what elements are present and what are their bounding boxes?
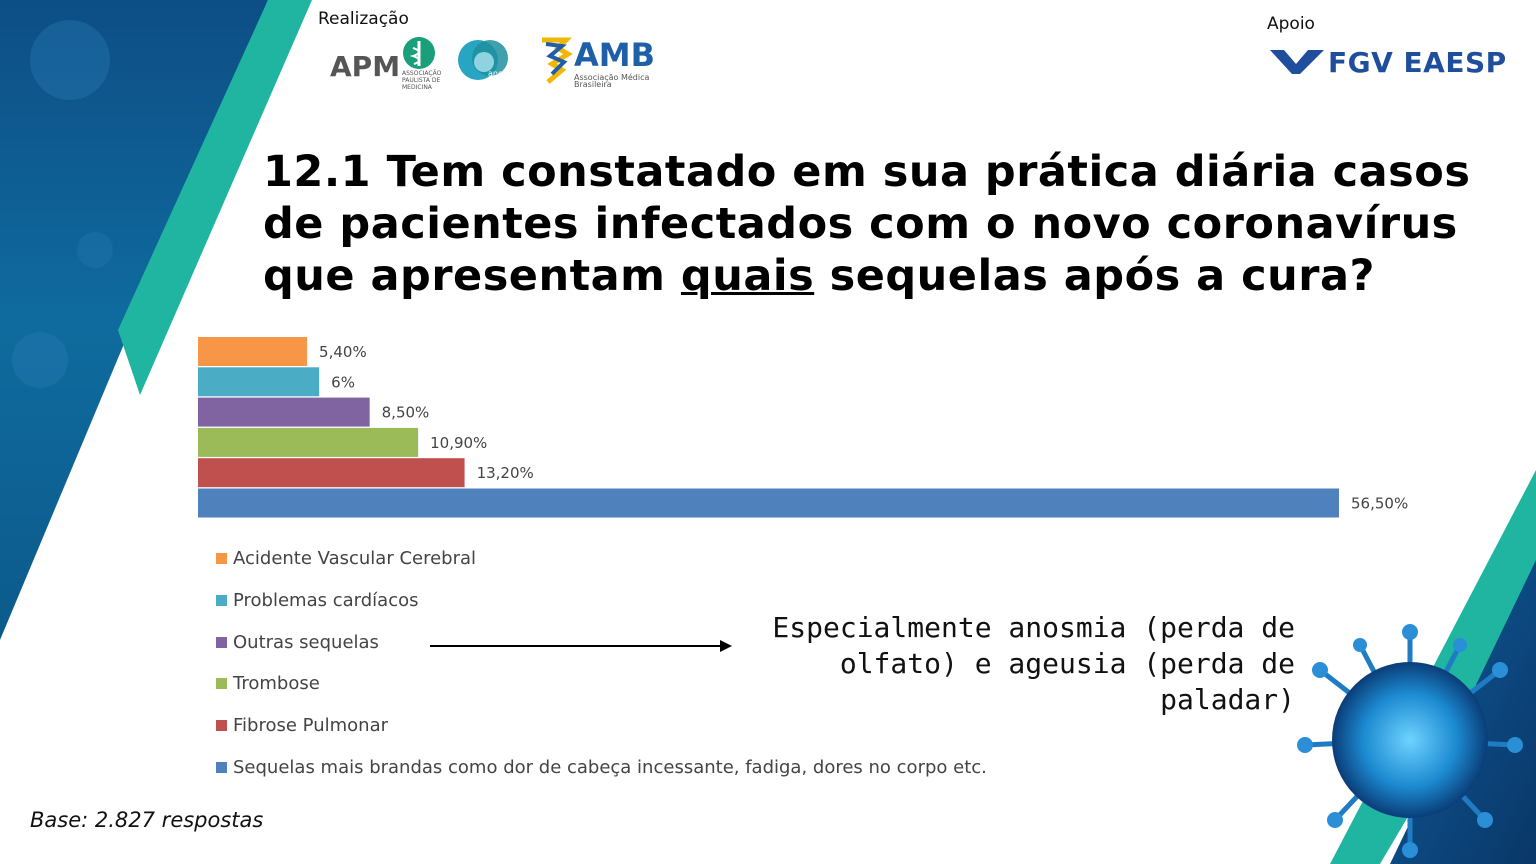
title-text-end: sequelas após a cura? <box>814 251 1375 301</box>
page-title: 12.1 Tem constatado em sua prática diári… <box>263 146 1483 302</box>
legend-item-5: Fibrose Pulmonar <box>216 715 388 736</box>
fgv-chevron-icon <box>1270 50 1324 74</box>
base-note: Base: 2.827 respostas <box>30 808 264 832</box>
legend-label-2: Problemas cardíacos <box>233 589 419 611</box>
legend-item-3: Outras sequelas <box>216 632 379 653</box>
legend-item-1: Acidente Vascular Cerebral <box>216 548 476 569</box>
legend-label-1: Acidente Vascular Cerebral <box>233 548 477 569</box>
coronavirus-icon <box>1297 624 1523 858</box>
amb-logo-subtitle: Associação Médica Brasileira <box>574 73 650 89</box>
title-underlined-word: quais <box>680 251 815 301</box>
fgv-logo: FGV EAESP <box>1270 46 1510 80</box>
arrow-icon <box>430 640 732 652</box>
annotation-text: Especialmente anosmia (perda de olfato) … <box>772 611 1295 716</box>
legend-swatch-5 <box>216 720 227 732</box>
bar-value-label-2: 6% <box>331 373 355 391</box>
legend-swatch-1 <box>216 553 227 564</box>
bar-value-label-3: 8,50% <box>382 404 430 422</box>
amb-logo-text: AMB <box>574 36 655 74</box>
bar-value-label-1: 5,40% <box>319 343 367 361</box>
anniversary-badge-icon <box>458 40 508 80</box>
bar-6 <box>198 488 1339 518</box>
bar-1 <box>198 337 308 366</box>
apm-logo-subtitle: ASSOCIAÇÃO PAULISTA DE MEDICINA <box>402 70 442 91</box>
caduceus-icon <box>403 37 435 69</box>
bar-value-label-6: 56,50% <box>1351 495 1408 513</box>
fgv-logo-text: FGV EAESP <box>1328 46 1507 79</box>
legend-label-6: Sequelas mais brandas como dor de cabeça… <box>233 757 987 778</box>
title-text-start: 12.1 Tem constatado em sua prática diári… <box>263 147 1471 301</box>
anniversary-badge: anos <box>456 38 514 84</box>
apm-logo-text: APM <box>330 50 401 83</box>
legend-swatch-4 <box>216 678 227 690</box>
legend-label-4: Trombose <box>233 673 320 695</box>
bar-2 <box>198 367 320 397</box>
legend-item-6: Sequelas mais brandas como dor de cabeça… <box>216 757 987 778</box>
amb-logo: AMB Associação Médica Brasileira <box>538 32 678 89</box>
legend-swatch-3 <box>216 636 227 648</box>
legend-label-5: Fibrose Pulmonar <box>233 715 388 737</box>
bar-value-label-5: 13,20% <box>477 464 534 482</box>
legend-swatch-6 <box>216 762 227 773</box>
bar-4 <box>198 427 419 457</box>
anos-badge-text: anos <box>488 69 508 78</box>
legend-item-2: Problemas cardíacos <box>216 590 418 611</box>
legend-label-3: Outras sequelas <box>233 631 379 653</box>
bar-value-label-4: 10,90% <box>430 434 487 452</box>
legend-item-4: Trombose <box>216 673 320 694</box>
bar-3 <box>198 397 370 427</box>
bar-5 <box>198 458 465 488</box>
realizacao-label: Realização <box>318 9 409 29</box>
legend-swatch-2 <box>216 594 227 606</box>
apoio-label: Apoio <box>1267 14 1315 34</box>
amb-emblem-icon <box>542 37 573 84</box>
apm-logo: APM ASSOCIAÇÃO PAULISTA DE MEDICINA <box>330 36 460 91</box>
